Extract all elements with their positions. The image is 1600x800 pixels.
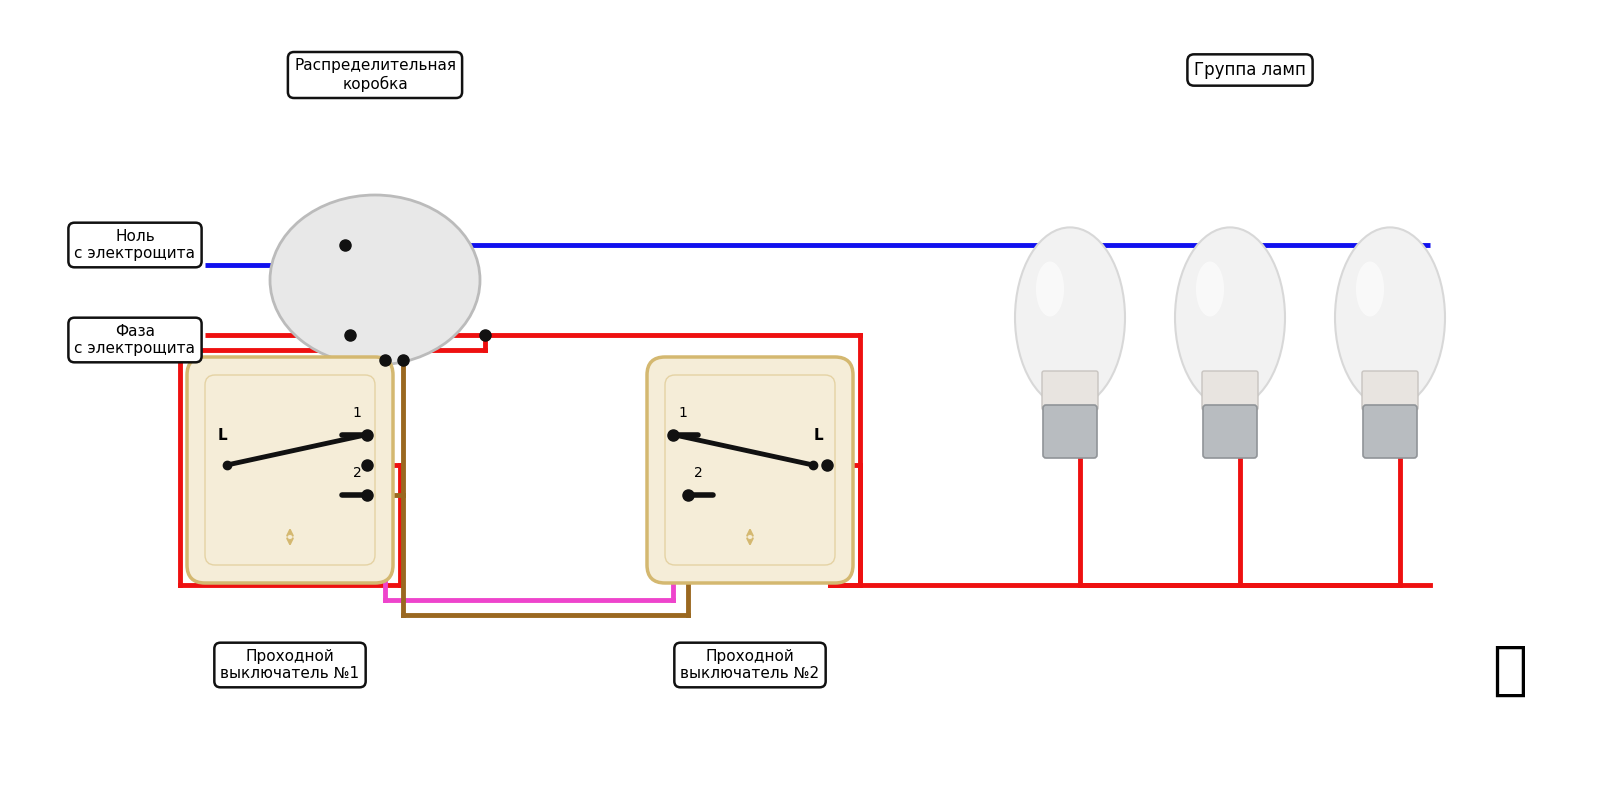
Text: L: L (813, 428, 822, 443)
Text: 1: 1 (352, 406, 362, 420)
FancyBboxPatch shape (1202, 371, 1258, 410)
FancyBboxPatch shape (646, 357, 853, 583)
Text: 2: 2 (352, 466, 362, 480)
Text: Фаза
с электрощита: Фаза с электрощита (75, 324, 195, 356)
FancyBboxPatch shape (1203, 405, 1258, 458)
Text: Проходной
выключатель №2: Проходной выключатель №2 (680, 649, 819, 682)
FancyBboxPatch shape (1042, 371, 1098, 410)
Text: Ноль
с электрощита: Ноль с электрощита (75, 229, 195, 261)
Ellipse shape (1174, 227, 1285, 408)
Ellipse shape (1197, 262, 1224, 317)
FancyBboxPatch shape (1363, 405, 1418, 458)
Ellipse shape (270, 195, 480, 365)
FancyBboxPatch shape (1043, 405, 1098, 458)
Ellipse shape (1014, 227, 1125, 408)
Text: Проходной
выключатель №1: Проходной выключатель №1 (221, 649, 360, 682)
Ellipse shape (1037, 262, 1064, 317)
FancyBboxPatch shape (1362, 371, 1418, 410)
Text: 1: 1 (678, 406, 688, 420)
Text: 2: 2 (694, 466, 702, 480)
Text: Группа ламп: Группа ламп (1194, 61, 1306, 79)
Ellipse shape (1357, 262, 1384, 317)
Ellipse shape (1334, 227, 1445, 408)
FancyBboxPatch shape (187, 357, 394, 583)
Text: 👏: 👏 (1493, 642, 1528, 698)
Text: Распределительная
коробка: Распределительная коробка (294, 58, 456, 92)
Text: L: L (218, 428, 227, 443)
